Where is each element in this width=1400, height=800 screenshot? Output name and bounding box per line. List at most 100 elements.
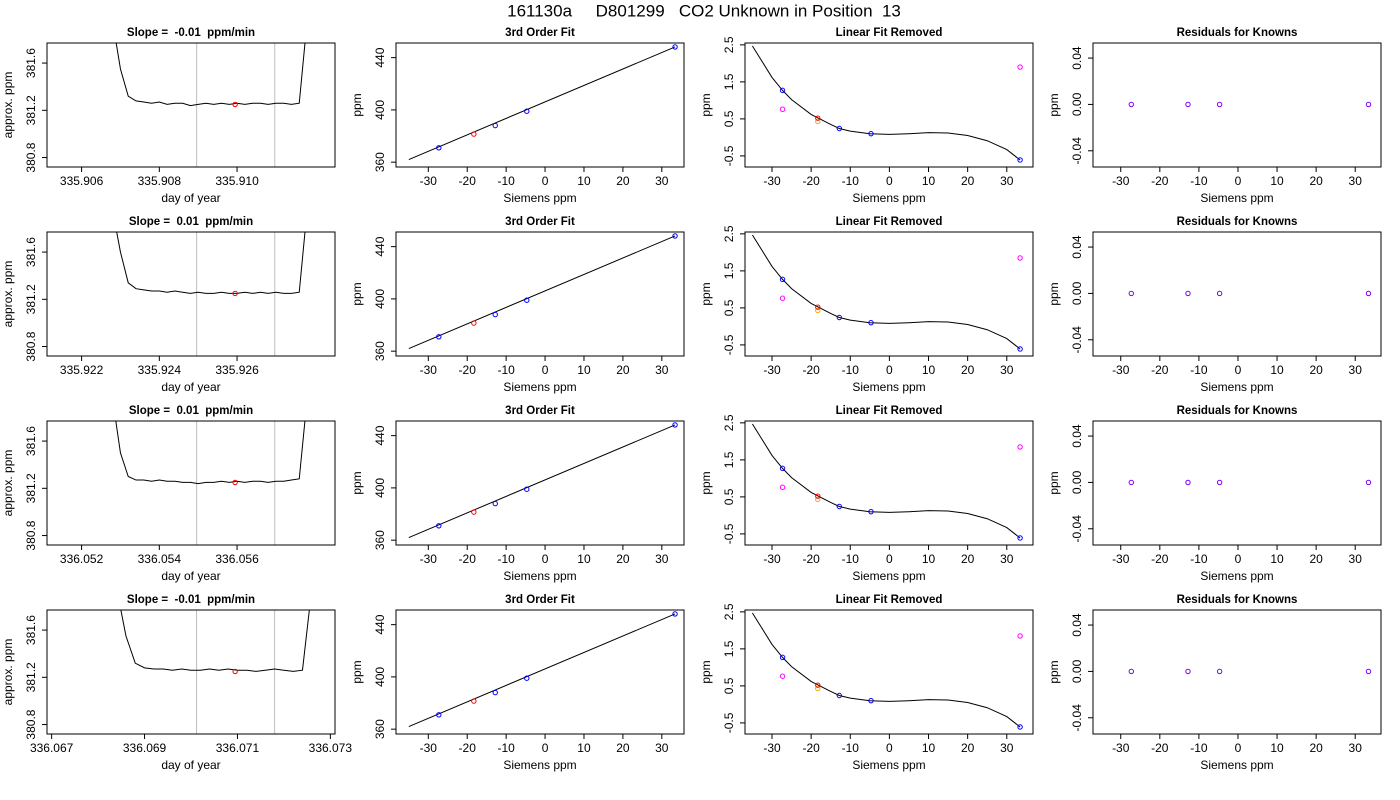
y-tick-label: 1.5 bbox=[722, 262, 736, 279]
plot-frame bbox=[46, 42, 336, 168]
y-tick-label: 381.6 bbox=[24, 48, 38, 78]
x-tick-label: 336.056 bbox=[215, 552, 259, 566]
y-tick-label: 381.6 bbox=[24, 426, 38, 456]
x-axis-label: Siemens ppm bbox=[852, 380, 925, 394]
data-point bbox=[1365, 668, 1372, 675]
plot-frame bbox=[744, 420, 1034, 546]
data-point bbox=[779, 106, 786, 112]
x-tick-label: 20 bbox=[961, 174, 975, 188]
x-tick-label: -10 bbox=[842, 741, 860, 755]
highlight-point bbox=[232, 668, 238, 675]
x-tick-label: 10 bbox=[1270, 741, 1284, 755]
data-point bbox=[1185, 479, 1191, 486]
x-tick-label: 20 bbox=[961, 363, 975, 377]
x-tick-label: -10 bbox=[497, 741, 515, 755]
data-point bbox=[815, 118, 821, 125]
plot-frame bbox=[46, 609, 336, 735]
y-tick-label: -0.04 bbox=[1070, 326, 1084, 354]
data-point bbox=[815, 685, 821, 692]
y-axis-label: approx. ppm bbox=[1, 72, 15, 139]
y-tick-label: -0.5 bbox=[722, 712, 736, 733]
page-title: 161130a D801299 CO2 Unknown in Position … bbox=[507, 1, 901, 20]
x-tick-label: 0 bbox=[886, 741, 893, 755]
x-tick-label: 336.069 bbox=[123, 741, 167, 755]
trace-line bbox=[115, 43, 306, 107]
x-tick-label: 10 bbox=[1270, 363, 1284, 377]
data-point bbox=[836, 314, 843, 321]
y-tick-label: 0.04 bbox=[1070, 424, 1084, 448]
y-axis-label: ppm bbox=[1047, 660, 1061, 683]
panel-title: Slope = -0.01 ppm/min bbox=[127, 594, 255, 606]
data-point bbox=[1017, 535, 1023, 541]
data-point bbox=[1017, 346, 1023, 352]
x-tick-label: -20 bbox=[802, 741, 820, 755]
y-tick-label: 381.2 bbox=[24, 95, 38, 125]
y-tick-label: 400 bbox=[373, 289, 387, 309]
y-tick-label: 0.04 bbox=[1070, 46, 1084, 70]
x-tick-label: 10 bbox=[1270, 552, 1284, 566]
x-tick-label: 30 bbox=[655, 741, 669, 755]
x-tick-label: -10 bbox=[497, 552, 515, 566]
x-tick-label: -30 bbox=[763, 174, 781, 188]
x-tick-label: 0 bbox=[542, 363, 549, 377]
data-point bbox=[672, 233, 678, 239]
fit-line bbox=[408, 46, 676, 161]
plot-area bbox=[408, 611, 678, 728]
panel-title: Slope = 0.01 ppm/min bbox=[129, 405, 253, 417]
data-point bbox=[815, 496, 821, 503]
data-point bbox=[1128, 479, 1134, 486]
y-tick-label: 0.5 bbox=[722, 677, 736, 694]
data-point bbox=[672, 44, 678, 50]
data-point bbox=[815, 682, 821, 688]
x-tick-label: 30 bbox=[655, 174, 669, 188]
x-tick-label: 30 bbox=[1349, 552, 1363, 566]
x-axis-label: day of year bbox=[161, 569, 220, 583]
x-axis-label: Siemens ppm bbox=[503, 191, 576, 205]
y-tick-label: -0.04 bbox=[1070, 515, 1084, 543]
panel: Slope = 0.01 ppm/min day of year approx. p… bbox=[1, 216, 336, 394]
y-axis-label: ppm bbox=[1047, 471, 1061, 494]
x-tick-label: -30 bbox=[1112, 741, 1130, 755]
x-tick-label: -20 bbox=[802, 174, 820, 188]
panel-title: Linear Fit Removed bbox=[836, 594, 943, 606]
x-tick-label: -30 bbox=[1112, 363, 1130, 377]
y-tick-label: 400 bbox=[373, 667, 387, 687]
plot-frame bbox=[395, 609, 685, 735]
data-point bbox=[1365, 101, 1372, 108]
plot-frame bbox=[744, 231, 1034, 357]
x-tick-label: 0 bbox=[886, 174, 893, 188]
x-tick-label: -20 bbox=[459, 363, 477, 377]
data-point bbox=[1128, 668, 1134, 675]
x-tick-label: 336.052 bbox=[60, 552, 104, 566]
highlight-point bbox=[232, 479, 238, 486]
panel: 3rd Order Fit Siemens ppm ppm -30 -20 -10 0 10 2… bbox=[350, 216, 685, 394]
data-point bbox=[672, 611, 678, 617]
panel: 3rd Order Fit Siemens ppm ppm -30 -20 -10 0 10 2… bbox=[350, 405, 685, 583]
y-tick-label: 0.00 bbox=[1070, 470, 1084, 494]
x-tick-label: 0 bbox=[542, 174, 549, 188]
x-tick-label: 0 bbox=[886, 552, 893, 566]
x-tick-label: 335.924 bbox=[138, 363, 182, 377]
plot-frame bbox=[1092, 609, 1382, 735]
x-axis-label: Siemens ppm bbox=[1200, 569, 1273, 583]
plot-frame bbox=[46, 420, 336, 546]
x-tick-label: 10 bbox=[577, 363, 591, 377]
x-tick-label: 10 bbox=[922, 174, 936, 188]
y-tick-label: 0.04 bbox=[1070, 235, 1084, 259]
plot-frame bbox=[1092, 42, 1382, 168]
y-tick-label: 0.00 bbox=[1070, 281, 1084, 305]
x-tick-label: 0 bbox=[886, 363, 893, 377]
x-tick-label: 335.910 bbox=[215, 174, 259, 188]
plot-area bbox=[1128, 479, 1372, 486]
trace-line bbox=[115, 421, 306, 485]
x-axis-label: Siemens ppm bbox=[852, 758, 925, 772]
panel: Residuals for Knowns Siemens ppm ppm -30 -20… bbox=[1047, 405, 1382, 583]
data-point bbox=[868, 319, 874, 326]
data-point bbox=[1017, 64, 1023, 70]
y-tick-label: 360 bbox=[373, 530, 387, 550]
y-tick-label: 360 bbox=[373, 719, 387, 739]
y-tick-label: 400 bbox=[373, 478, 387, 498]
plot-area bbox=[408, 422, 678, 539]
